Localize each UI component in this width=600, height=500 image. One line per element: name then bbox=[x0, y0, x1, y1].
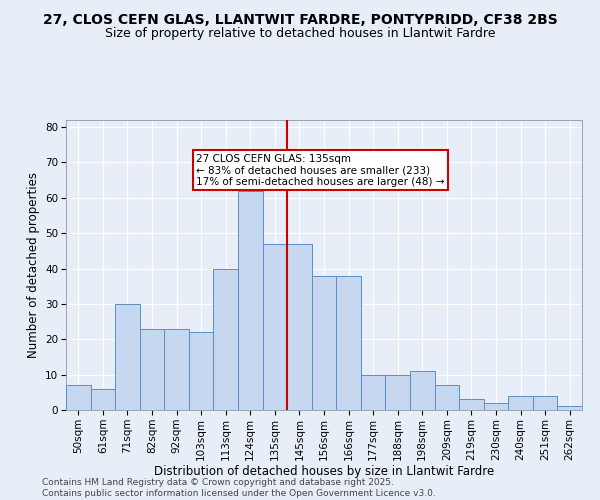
Bar bbox=[484, 403, 508, 410]
Bar bbox=[361, 374, 385, 410]
Bar bbox=[557, 406, 582, 410]
Bar bbox=[533, 396, 557, 410]
Bar bbox=[287, 244, 312, 410]
Bar bbox=[336, 276, 361, 410]
Bar bbox=[263, 244, 287, 410]
Text: Contains HM Land Registry data © Crown copyright and database right 2025.
Contai: Contains HM Land Registry data © Crown c… bbox=[42, 478, 436, 498]
Bar bbox=[189, 332, 214, 410]
Bar bbox=[115, 304, 140, 410]
Bar bbox=[214, 268, 238, 410]
Y-axis label: Number of detached properties: Number of detached properties bbox=[26, 172, 40, 358]
Bar bbox=[434, 385, 459, 410]
Bar bbox=[385, 374, 410, 410]
Bar bbox=[66, 385, 91, 410]
Text: Size of property relative to detached houses in Llantwit Fardre: Size of property relative to detached ho… bbox=[105, 28, 495, 40]
Bar bbox=[91, 389, 115, 410]
Bar bbox=[459, 400, 484, 410]
Text: 27, CLOS CEFN GLAS, LLANTWIT FARDRE, PONTYPRIDD, CF38 2BS: 27, CLOS CEFN GLAS, LLANTWIT FARDRE, PON… bbox=[43, 12, 557, 26]
X-axis label: Distribution of detached houses by size in Llantwit Fardre: Distribution of detached houses by size … bbox=[154, 466, 494, 478]
Bar bbox=[238, 190, 263, 410]
Bar bbox=[164, 328, 189, 410]
Bar bbox=[140, 328, 164, 410]
Bar bbox=[312, 276, 336, 410]
Bar bbox=[508, 396, 533, 410]
Text: 27 CLOS CEFN GLAS: 135sqm
← 83% of detached houses are smaller (233)
17% of semi: 27 CLOS CEFN GLAS: 135sqm ← 83% of detac… bbox=[196, 154, 445, 187]
Bar bbox=[410, 371, 434, 410]
